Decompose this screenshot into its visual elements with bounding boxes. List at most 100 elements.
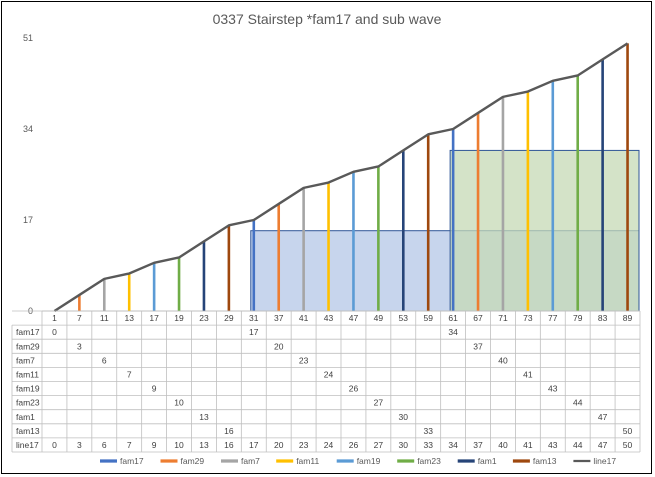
table-cell: 24 (324, 440, 334, 450)
table-cell: 41 (523, 440, 533, 450)
shaded-area-2 (449, 149, 640, 312)
legend-label-fam19: fam19 (357, 456, 381, 466)
bar-fam11 (526, 91, 530, 311)
x-tick-label: 37 (274, 313, 284, 323)
table-cell: 27 (374, 398, 384, 408)
x-tick-label: 67 (473, 313, 483, 323)
table-cell: 7 (127, 440, 132, 450)
y-tick-label: 17 (23, 215, 33, 225)
bar-fam29 (476, 112, 480, 311)
table-cell: 47 (598, 440, 608, 450)
table-cell: 7 (127, 370, 132, 380)
x-tick-label: 11 (100, 313, 109, 323)
x-tick-label: 71 (498, 313, 508, 323)
table-cell: 43 (548, 384, 558, 394)
x-tick-label: 41 (299, 313, 309, 323)
table-cell: 44 (573, 398, 583, 408)
table-cell: 40 (498, 355, 508, 365)
bar-fam7 (102, 278, 106, 311)
table-cell: 33 (423, 426, 433, 436)
bar-fam13 (426, 134, 430, 311)
x-tick-label: 1 (52, 313, 57, 323)
bar-fam17 (252, 220, 256, 311)
table-cell: 26 (349, 440, 359, 450)
table-cell: 17 (249, 327, 259, 337)
legend-label-fam23: fam23 (417, 456, 441, 466)
table-cell: 27 (374, 440, 384, 450)
table-cell: 44 (573, 440, 583, 450)
data-table: 1 7 11 13 17 19 23 29 31 37 41 43 47 49 53 59 61 67 71 73 77… (11, 310, 641, 453)
chart-title: 0337 Stairstep *fam17 and sub wave (213, 11, 442, 27)
bar-fam29 (78, 294, 81, 311)
table-cell: 47 (598, 412, 608, 422)
table-cell: 37 (473, 440, 483, 450)
table-cell: 20 (274, 440, 284, 450)
table-cell: 26 (349, 384, 359, 394)
table-cell: 9 (152, 384, 157, 394)
x-tick-label: 29 (224, 313, 234, 323)
table-cell: 10 (174, 398, 184, 408)
bar-fam23 (377, 166, 380, 311)
table-cell: 43 (548, 440, 558, 450)
table-cell: 37 (473, 341, 483, 351)
x-tick-label: 89 (623, 313, 633, 323)
line-line17 (53, 42, 629, 313)
table-cell: 50 (623, 426, 633, 436)
table-row-label: fam23 (16, 398, 40, 408)
x-tick-label: 59 (423, 313, 433, 323)
table-cell: 33 (423, 440, 433, 450)
table-cell: 34 (448, 440, 458, 450)
table-cell: 6 (102, 440, 107, 450)
table-cell: 3 (77, 341, 82, 351)
bar-fam13 (227, 225, 231, 311)
table-cell: 30 (399, 440, 409, 450)
table-cell: 0 (52, 440, 57, 450)
bar-fam19 (551, 80, 555, 311)
table-cell: 34 (448, 327, 458, 337)
x-tick-label: 19 (174, 313, 184, 323)
legend-label-fam13: fam13 (533, 456, 557, 466)
table-cell: 20 (274, 341, 284, 351)
table-cell: 41 (523, 370, 533, 380)
table-cell: 3 (77, 440, 82, 450)
table-cell: 9 (152, 440, 157, 450)
legend-label-fam29: fam29 (181, 456, 205, 466)
bars (78, 43, 629, 312)
bar-fam19 (152, 262, 156, 311)
table-row-label: fam17 (16, 327, 40, 337)
bar-fam23 (576, 75, 580, 312)
table-cell: 10 (174, 440, 184, 450)
x-tick-label: 43 (324, 313, 334, 323)
table-cell: 40 (498, 440, 508, 450)
table-cell: 50 (623, 440, 633, 450)
legend-label-fam11: fam11 (296, 456, 319, 466)
x-tick-label: 53 (399, 313, 409, 323)
table-cell: 16 (224, 426, 234, 436)
table-row-label: fam7 (16, 355, 35, 365)
shaded-areas (250, 149, 640, 312)
table-cell: 13 (199, 440, 209, 450)
bar-fam11 (127, 273, 131, 311)
x-tick-label: 17 (149, 313, 159, 323)
table-row-label: fam1 (16, 412, 35, 422)
bar-fam1 (401, 150, 405, 311)
bar-fam19 (352, 171, 355, 311)
x-tick-label: 13 (124, 313, 134, 323)
bar-fam1 (601, 59, 604, 311)
table-row-label: fam19 (16, 384, 40, 394)
bar-fam29 (277, 203, 281, 311)
table-cell: 16 (224, 440, 234, 450)
table-cell: 0 (52, 327, 57, 337)
x-tick-label: 31 (249, 313, 259, 323)
table-cell: 30 (399, 412, 409, 422)
table-cell: 24 (324, 370, 334, 380)
bar-fam1 (202, 241, 206, 311)
table-row-label: fam13 (16, 426, 40, 436)
bar-fam17 (451, 129, 455, 311)
x-tick-label: 77 (548, 313, 558, 323)
legend: fam17 fam29 fam7 fam11 fam19 fam23 fam1 fam13 li… (100, 456, 616, 466)
x-tick-label: 47 (349, 313, 359, 323)
table-cell: 23 (299, 440, 309, 450)
x-tick-label: 79 (573, 313, 583, 323)
